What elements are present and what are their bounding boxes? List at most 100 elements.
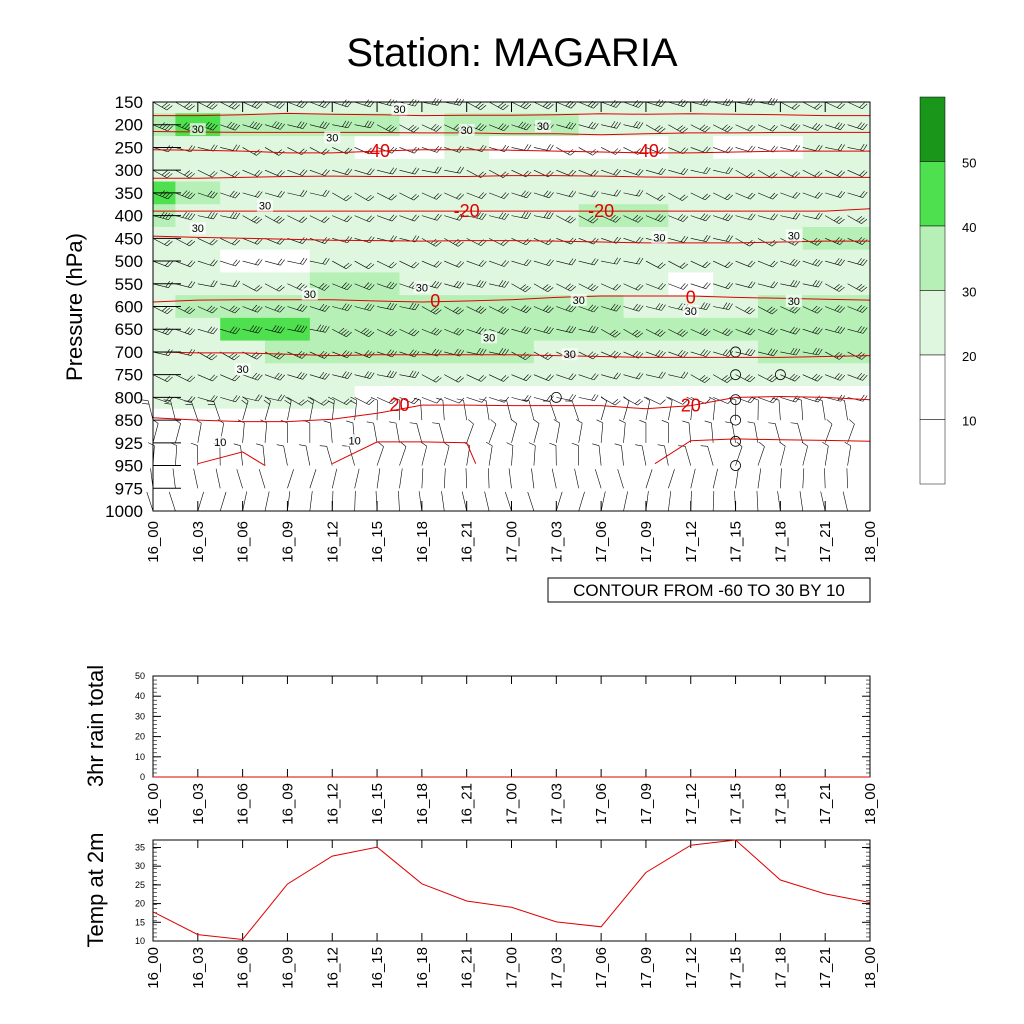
barb-flag [167,376,173,382]
barb-flag [571,374,577,381]
speed-contour-label: 30 [304,289,316,301]
barb-flag [255,394,260,401]
barb-flag [567,216,574,222]
barb-flag [616,190,621,197]
barb-flag [680,283,686,289]
barb-flag [476,348,481,355]
speed-label-box [324,131,341,144]
barb-flag [612,351,619,358]
wind-barb [489,397,505,403]
barb-flag [213,280,218,287]
calm-circle [730,369,741,381]
barb-flag [164,103,171,109]
barb-flag [478,260,484,266]
shade-cell [847,454,871,478]
barb-flag [186,307,193,313]
barb-flag [207,190,213,197]
barb-flag [213,212,218,220]
barb-flag [549,327,554,334]
barb-flag [299,122,305,129]
barb-flag [724,261,731,267]
barb-flag [324,102,330,108]
barb-flag [413,127,420,133]
barb-flag [498,327,504,333]
barb-flag [365,262,372,268]
barb-flag [633,121,638,128]
barb-flag [344,283,350,289]
barb-flag [343,330,350,336]
barb-flag [229,122,235,129]
barb-flag [456,260,462,267]
barb-flag [436,194,442,200]
barb-flag [702,146,708,153]
barb-flag [436,262,442,268]
barb-flag [500,307,507,313]
barb-flag [862,191,868,198]
barb-flag [478,327,484,334]
shade-cell [757,408,804,432]
barb-flag [814,191,820,198]
barb-flag [525,354,532,360]
barb-flag [476,327,482,333]
shade-cell [847,272,871,296]
barb-flag [481,261,487,267]
barb-flag [323,400,330,406]
barb-flag [164,124,171,131]
wind-barb [847,445,852,466]
barb-flag [840,191,846,198]
wind-barb [485,400,490,421]
barb-flag [616,305,621,312]
barb-flag [212,260,218,267]
wind-barb [594,469,602,489]
wind-barb [197,423,202,443]
barb-flag [615,285,621,291]
barb-flag [341,303,347,310]
barb-flag [166,241,173,247]
shade-cell [489,431,535,455]
shade-cell [220,431,266,455]
wind-barb [846,468,848,489]
speed-contour-label: 10 [214,437,226,449]
barb-flag [704,194,711,201]
barb-flag [703,167,708,174]
wind-barb [309,491,313,512]
x-tick-label: 17_18 [772,521,789,563]
barb-flag [434,281,439,288]
barb-flag [548,104,554,110]
barb-flag [164,375,171,381]
barb-flag [632,329,639,335]
wind-barb [623,400,630,421]
barb-flag [433,260,440,267]
barb-flag [231,238,238,245]
wind-barb [690,400,694,421]
barb-flag [436,214,442,221]
barb-flag [661,420,669,424]
barb-flag [638,305,644,312]
barb-flag [616,122,621,129]
barb-flag [302,238,308,244]
barb-flag [341,350,347,356]
barb-flag [168,213,173,220]
barb-flag [344,236,350,243]
barb-flag [657,147,664,153]
wind-barb [421,397,437,404]
wind-barb [802,468,805,489]
barb-flag [770,145,776,152]
barb-flag [770,213,776,220]
wind-barb [847,423,855,443]
barb-flag [795,192,801,199]
barb-flag [347,304,353,311]
shade-cell [847,295,871,319]
barb-flag [590,373,596,380]
barb-flag [858,285,865,291]
barb-flag [476,280,481,287]
barb-flag [500,103,507,109]
wind-barb [488,468,490,489]
barb-flag [503,193,509,199]
barb-flag [679,262,686,268]
barb-flag [790,279,795,287]
legend-label: 10 [962,414,976,429]
barb-flag [264,396,271,402]
barb-flag [839,171,845,177]
